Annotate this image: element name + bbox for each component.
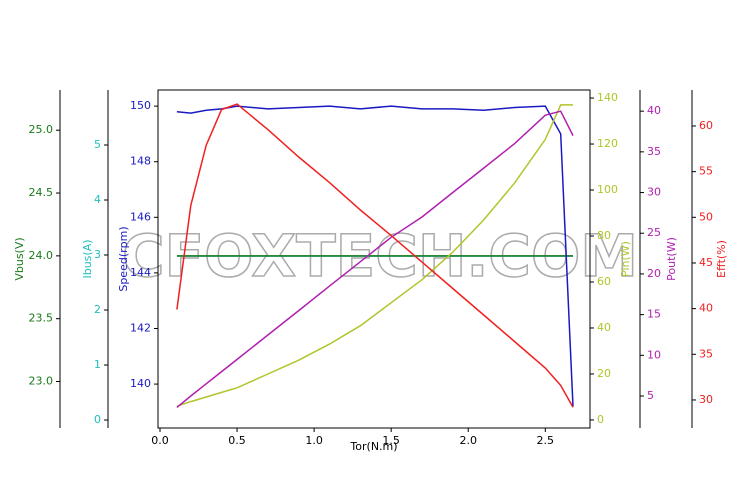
x-axis-label: Tor(N.m) [349, 440, 397, 453]
y-tick-label: 15 [647, 308, 661, 321]
y-tick-label: 30 [699, 393, 713, 406]
series-line [176, 110, 574, 408]
y-tick-label: 0 [94, 413, 101, 426]
y-tick-label: 10 [647, 348, 661, 361]
y-tick-label: 120 [597, 137, 618, 150]
y-axis-label: Speed(rpm) [117, 226, 130, 291]
y-tick-label: 2 [94, 303, 101, 316]
y-tick-label: 24.5 [29, 186, 54, 199]
y-axis-label: Efft(%) [715, 240, 728, 278]
y-tick-label: 4 [94, 193, 101, 206]
y-tick-label: 0 [597, 413, 604, 426]
y-tick-label: 50 [699, 210, 713, 223]
series-line [176, 104, 573, 407]
y-tick-label: 40 [699, 302, 713, 315]
y-tick-label: 30 [647, 186, 661, 199]
y-axis-label: Pin(W) [619, 241, 632, 277]
y-tick-label: 140 [130, 377, 151, 390]
y-tick-label: 35 [699, 347, 713, 360]
y-tick-label: 23.0 [29, 375, 54, 388]
y-tick-label: 3 [94, 248, 101, 261]
y-tick-label: 20 [647, 267, 661, 280]
y-tick-label: 5 [94, 138, 101, 151]
y-axis-label: Ibus(A) [81, 239, 94, 278]
y-tick-label: 35 [647, 145, 661, 158]
x-tick-label: 2.5 [537, 434, 555, 447]
y-tick-label: 1 [94, 358, 101, 371]
y-tick-label: 60 [699, 119, 713, 132]
y-tick-label: 146 [130, 210, 151, 223]
y-tick-label: 25 [647, 226, 661, 239]
y-tick-label: 24.0 [29, 249, 54, 262]
y-tick-label: 23.5 [29, 312, 54, 325]
y-tick-label: 40 [597, 321, 611, 334]
y-tick-label: 20 [597, 367, 611, 380]
y-axis-label: Vbus(V) [13, 237, 26, 280]
y-tick-label: 150 [130, 99, 151, 112]
y-tick-label: 148 [130, 155, 151, 168]
x-tick-label: 1.0 [305, 434, 323, 447]
series-line [176, 103, 574, 408]
y-tick-label: 60 [597, 275, 611, 288]
y-tick-label: 100 [597, 183, 618, 196]
y-tick-label: 5 [647, 389, 654, 402]
x-tick-label: 1.5 [382, 434, 400, 447]
y-tick-label: 144 [130, 266, 151, 279]
y-tick-label: 40 [647, 104, 661, 117]
x-tick-label: 0.0 [151, 434, 169, 447]
y-tick-label: 55 [699, 165, 713, 178]
y-tick-label: 142 [130, 321, 151, 334]
series-line [176, 105, 574, 407]
y-tick-label: 80 [597, 229, 611, 242]
y-axis-label: Pout(W) [665, 237, 678, 281]
x-tick-label: 0.5 [228, 434, 246, 447]
y-tick-label: 25.0 [29, 123, 54, 136]
x-tick-label: 2.0 [459, 434, 477, 447]
y-tick-label: 140 [597, 91, 618, 104]
y-tick-label: 45 [699, 256, 713, 269]
